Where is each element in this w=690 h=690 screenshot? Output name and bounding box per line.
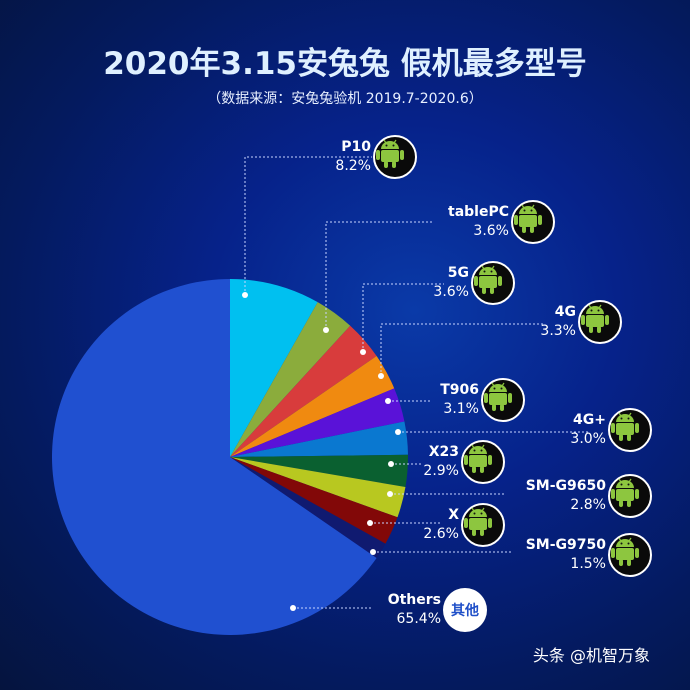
leader-dot <box>387 491 393 497</box>
slice-name: SM-G9650 <box>525 478 606 494</box>
pie-slice-t906 <box>230 388 405 457</box>
chart-title: 2020年3.15安兔兔 假机最多型号 <box>103 46 587 82</box>
leader-line <box>325 221 432 330</box>
data-label: tablePC 3.6% <box>448 203 509 241</box>
pie-slice-others <box>52 279 377 635</box>
android-icon <box>608 533 652 577</box>
android-icon <box>471 261 515 305</box>
pie-slice-4g+ <box>230 421 408 457</box>
slice-percent: 3.1% <box>443 401 479 417</box>
slice-name: 5G <box>447 265 469 281</box>
leader-dot <box>388 461 394 467</box>
slice-name: 4G+ <box>573 412 606 428</box>
slice-name: tablePC <box>448 204 509 220</box>
pie-slice-x <box>230 457 398 544</box>
data-label: 5G 3.6% <box>433 264 469 302</box>
slice-percent: 1.5% <box>570 556 606 572</box>
slice-name: Others <box>387 592 441 608</box>
slice-percent: 3.6% <box>473 223 509 239</box>
slice-name: T906 <box>440 382 479 398</box>
data-label: Others 65.4% <box>388 591 441 629</box>
android-icon <box>461 503 505 547</box>
pie-slice-4g <box>230 356 395 457</box>
slice-name: X <box>448 507 459 523</box>
pie-slice-x23 <box>230 454 408 488</box>
leader-dot <box>323 327 329 333</box>
leader-dot <box>360 349 366 355</box>
data-label: 4G 3.3% <box>540 303 576 341</box>
android-icon <box>608 474 652 518</box>
android-icon <box>481 378 525 422</box>
android-icon <box>461 440 505 484</box>
leader-dot <box>290 605 296 611</box>
leader-line <box>244 156 372 295</box>
data-label: SM-G9650 2.8% <box>526 477 606 515</box>
data-label: X 2.6% <box>423 506 459 544</box>
data-label: SM-G9750 1.5% <box>526 536 606 574</box>
pie-slice-p10 <box>230 279 318 457</box>
leader-dot <box>242 292 248 298</box>
slice-name: SM-G9750 <box>525 537 606 553</box>
pie-slice-5g <box>230 325 377 457</box>
slice-percent: 65.4% <box>396 611 441 627</box>
data-label: 4G+ 3.0% <box>570 411 606 449</box>
slice-percent: 3.3% <box>540 323 576 339</box>
leader-dot <box>395 429 401 435</box>
others-badge: 其他 <box>443 588 487 632</box>
slice-percent: 2.9% <box>423 463 459 479</box>
slice-name: X23 <box>428 444 459 460</box>
leader-line <box>380 323 545 376</box>
watermark: 头条 @机智万象 <box>532 646 650 665</box>
pie-slice-tablepc <box>230 302 351 457</box>
pie-slice-sm-g9750 <box>230 457 386 558</box>
slice-percent: 2.6% <box>423 526 459 542</box>
leader-dot <box>370 549 376 555</box>
slice-percent: 2.8% <box>570 497 606 513</box>
leader-line <box>362 283 444 352</box>
android-icon <box>373 135 417 179</box>
pie-slice-sm-g9650 <box>230 457 406 518</box>
slice-name: P10 <box>341 139 371 155</box>
android-icon <box>511 200 555 244</box>
data-label: T906 3.1% <box>440 381 479 419</box>
leader-dot <box>367 520 373 526</box>
slice-name: 4G <box>554 304 576 320</box>
chart-subtitle: （数据来源：安兔兔验机 2019.7-2020.6） <box>207 91 483 107</box>
leader-dot <box>385 398 391 404</box>
data-label: X23 2.9% <box>423 443 459 481</box>
android-icon <box>578 300 622 344</box>
slice-percent: 3.0% <box>570 431 606 447</box>
data-label: P10 8.2% <box>335 138 371 176</box>
leader-dot <box>378 373 384 379</box>
android-icon <box>608 408 652 452</box>
slice-percent: 3.6% <box>433 284 469 300</box>
slice-percent: 8.2% <box>335 158 371 174</box>
